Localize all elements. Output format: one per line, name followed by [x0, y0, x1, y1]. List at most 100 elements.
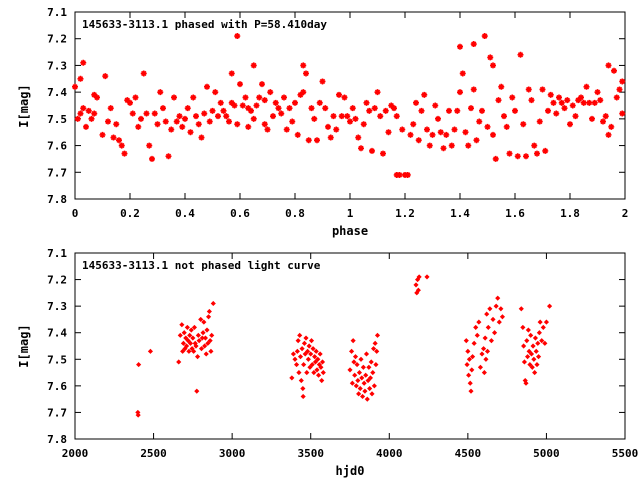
phased-y-tick-label: 7.5 [47, 113, 67, 126]
phased-data-point [437, 129, 444, 136]
unphased-data-point [190, 335, 196, 341]
phased-data-point [418, 107, 425, 114]
phased-data-point [594, 89, 601, 96]
phased-data-point [380, 150, 386, 157]
phased-data-point [237, 81, 243, 88]
phased-data-point [550, 99, 557, 106]
phased-data-point [135, 123, 142, 130]
unphased-y-tick-label: 7.1 [47, 247, 67, 260]
phased-data-point [611, 67, 617, 74]
phased-data-point [333, 126, 340, 133]
unphased-data-point [528, 351, 535, 357]
phased-data-point [613, 94, 620, 101]
unphased-data-point [534, 362, 540, 368]
unphased-data-point [186, 348, 192, 354]
unphased-plot-frame [74, 252, 626, 440]
unphased-data-point [314, 367, 320, 373]
phased-data-point [209, 107, 216, 114]
phased-data-point [498, 83, 505, 90]
phased-data-point [212, 89, 219, 96]
phased-data-point [330, 113, 337, 120]
phased-data-point [490, 131, 496, 138]
unphased-data-point [312, 359, 318, 365]
unphased-data-point [298, 377, 304, 384]
unphased-data-point [521, 343, 527, 349]
phased-plot-points [72, 33, 626, 178]
unphased-data-point [303, 335, 309, 341]
unphased-data-point [520, 324, 526, 330]
phased-y-tick-label: 7.7 [47, 166, 67, 179]
unphased-data-point [184, 343, 190, 349]
unphased-data-point [195, 354, 201, 360]
phased-data-point [360, 121, 367, 128]
unphased-data-point [527, 362, 533, 368]
unphased-data-point [349, 348, 355, 354]
phased-data-point [91, 110, 98, 117]
phased-data-point [198, 134, 205, 141]
phased-data-point [99, 131, 106, 138]
unphased-y-axis-label: I[mag] [17, 324, 31, 367]
unphased-plot-ticks: 2000 2500 3000 3500 4000 4500 5000 5500 7.1 7.2 7.… [47, 247, 638, 460]
phased-data-point [553, 110, 560, 117]
unphased-data-point [205, 340, 211, 346]
unphased-data-point [353, 383, 359, 389]
phased-data-point [116, 137, 122, 144]
phased-data-point [385, 129, 392, 136]
phased-data-point [432, 102, 439, 109]
phased-data-point [105, 118, 111, 125]
phased-data-point [179, 123, 186, 130]
unphased-data-point [198, 316, 204, 322]
phased-data-point [195, 121, 202, 128]
unphased-data-point [525, 354, 531, 360]
phased-data-point [366, 107, 373, 114]
unphased-data-point [316, 372, 322, 378]
unphased-data-point [372, 340, 378, 346]
unphased-data-point [203, 351, 209, 357]
unphased-data-point [360, 364, 366, 370]
unphased-data-point [366, 364, 372, 370]
unphased-data-point [364, 396, 370, 402]
phased-data-point [77, 75, 84, 82]
unphased-data-point [524, 338, 530, 344]
phased-data-point [399, 126, 406, 133]
phased-data-point [182, 115, 188, 122]
phased-data-point [564, 97, 571, 104]
unphased-data-point [470, 354, 476, 360]
phased-data-point [300, 62, 307, 69]
unphased-plot: 145633-3113.1 not phased light curve hjd… [17, 247, 638, 478]
unphased-data-point [310, 346, 316, 352]
unphased-data-point [294, 362, 300, 368]
phased-data-point [325, 123, 331, 130]
unphased-data-point [135, 412, 141, 418]
phased-plot: 145633-3113.1 phased with P=58.410day ph… [17, 6, 628, 238]
phased-data-point [270, 113, 276, 120]
unphased-data-point [357, 385, 363, 392]
phased-data-point [602, 113, 609, 120]
unphased-data-point [202, 343, 208, 349]
phased-y-tick-label: 7.6 [47, 140, 67, 153]
unphased-data-point [289, 375, 295, 381]
unphased-data-point [532, 335, 538, 341]
phased-data-point [118, 142, 125, 149]
phased-data-point [600, 118, 606, 125]
phased-data-point [344, 113, 351, 120]
phased-data-point [393, 113, 400, 120]
unphased-y-tick-label: 7.2 [47, 274, 67, 287]
phased-data-point [336, 91, 342, 98]
unphased-data-point [367, 385, 373, 392]
phased-data-point [314, 137, 320, 144]
phased-x-tick-label: 1.8 [560, 207, 580, 220]
unphased-y-tick-label: 7.8 [47, 433, 67, 446]
phased-data-point [583, 83, 590, 90]
unphased-data-point [368, 359, 374, 365]
unphased-data-point [204, 327, 210, 333]
unphased-data-point [202, 335, 208, 341]
phased-data-point [509, 94, 516, 101]
unphased-data-point [319, 359, 326, 365]
phased-data-point [443, 131, 450, 138]
phased-x-tick-label: 1.6 [505, 207, 525, 220]
phased-data-point [580, 99, 587, 106]
phased-data-point [495, 97, 502, 104]
phased-y-tick-label: 7.8 [47, 193, 67, 206]
phased-y-tick-label: 7.1 [47, 6, 67, 19]
